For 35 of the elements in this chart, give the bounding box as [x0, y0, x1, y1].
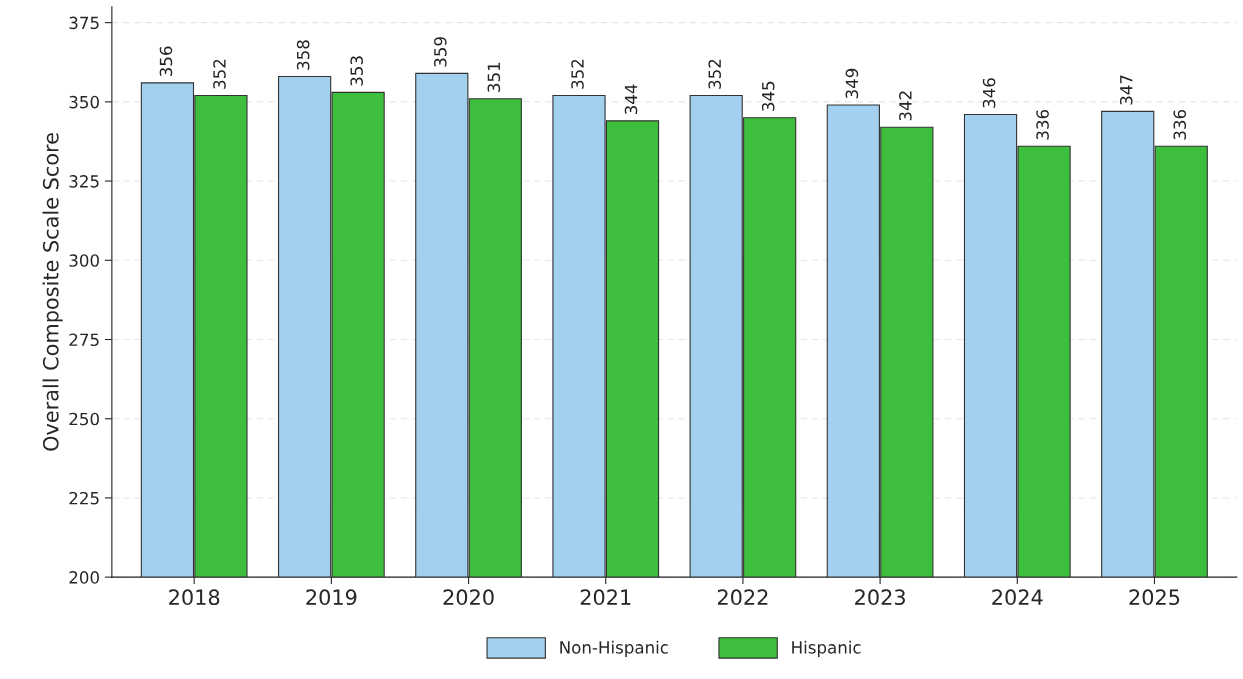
x-tick-label: 2025: [1129, 589, 1180, 606]
data-label: 352: [708, 59, 721, 89]
y-tick-label: 275: [69, 333, 99, 347]
legend-label: Non-Hispanic: [560, 640, 668, 657]
y-tick-label: 350: [69, 95, 99, 109]
data-label: 352: [213, 59, 226, 89]
data-label: 346: [982, 78, 996, 108]
data-label: 347: [1119, 75, 1133, 105]
data-label: 359: [434, 37, 447, 67]
x-tick-label: 2019: [306, 589, 357, 606]
x-tick-label: 2024: [992, 589, 1043, 606]
y-tick-label: 225: [69, 491, 99, 505]
y-tick-label: 325: [69, 175, 99, 188]
data-label: 349: [845, 68, 859, 99]
y-tick-label: 250: [69, 412, 99, 426]
x-tick-label: 2022: [717, 589, 768, 606]
x-tick-label: 2023: [855, 589, 905, 606]
data-label: 358: [296, 40, 310, 70]
data-label: 344: [624, 84, 638, 115]
y-tick-label: 375: [69, 16, 99, 30]
x-tick-label: 2021: [580, 589, 631, 606]
data-label: 336: [1173, 109, 1187, 140]
y-tick-label: 300: [69, 254, 99, 267]
data-label: 342: [899, 91, 912, 121]
data-label: 352: [571, 59, 584, 89]
y-tick-label: 200: [69, 571, 99, 584]
data-label: 353: [350, 56, 363, 86]
data-label: 351: [487, 62, 501, 92]
data-label: 336: [1036, 109, 1049, 140]
x-tick-label: 2020: [443, 589, 494, 606]
data-label: 345: [761, 81, 775, 111]
y-axis-title: Overall Composite Scale Score: [42, 133, 63, 451]
legend-label: Hispanic: [792, 640, 861, 657]
data-label: 356: [159, 46, 173, 77]
x-tick-label: 2018: [169, 589, 220, 606]
